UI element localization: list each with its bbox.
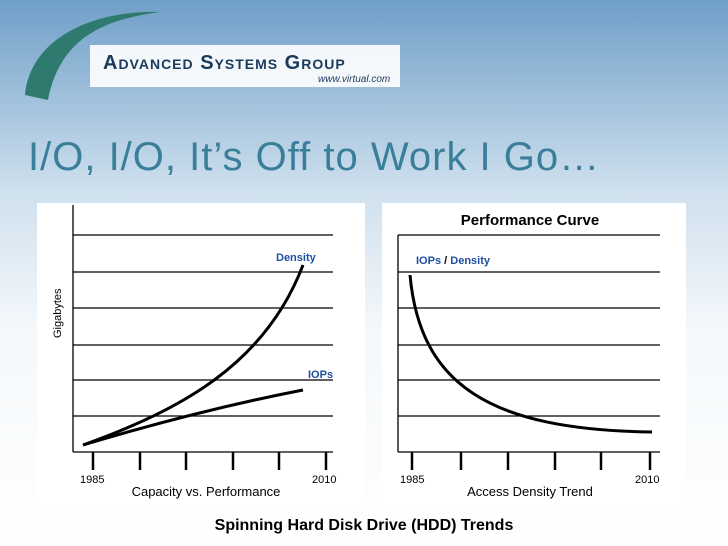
footer: Spinning Hard Disk Drive (HDD) Trends <box>215 517 514 534</box>
caption: Access Density Trend <box>467 484 593 499</box>
curve-label: IOPs / Density <box>416 255 491 267</box>
slide-title: I/O, I/O, It’s Off to Work I Go… <box>28 135 600 179</box>
x-start: 1985 <box>80 474 104 486</box>
right-panel <box>382 203 686 505</box>
label-part: Density <box>450 255 491 267</box>
right-chart: Performance Curve IOPs / Density 1985 20… <box>397 212 660 499</box>
label-part: IOPs <box>416 255 441 267</box>
company-url: www.virtual.com <box>318 74 390 85</box>
logo-plate <box>90 45 400 87</box>
caption: Capacity vs. Performance <box>132 484 281 499</box>
company-name: Advanced Systems Group <box>103 52 346 74</box>
chart-title: Performance Curve <box>461 212 599 229</box>
y-axis-label: Gigabytes <box>52 288 64 338</box>
logo-swoosh <box>25 11 160 100</box>
label-part: / <box>444 255 447 267</box>
x-end: 2010 <box>312 474 336 486</box>
access-density-curve <box>408 274 653 434</box>
x-end: 2010 <box>635 474 659 486</box>
curve-label: IOPs <box>308 369 333 381</box>
left-panel <box>37 203 365 505</box>
density-curve <box>82 264 305 447</box>
left-chart: Density IOPs Gigabytes 1985 2010 Capacit… <box>52 205 336 499</box>
iops-curve <box>82 388 304 447</box>
curve-label: Density <box>276 252 317 264</box>
x-start: 1985 <box>400 474 424 486</box>
